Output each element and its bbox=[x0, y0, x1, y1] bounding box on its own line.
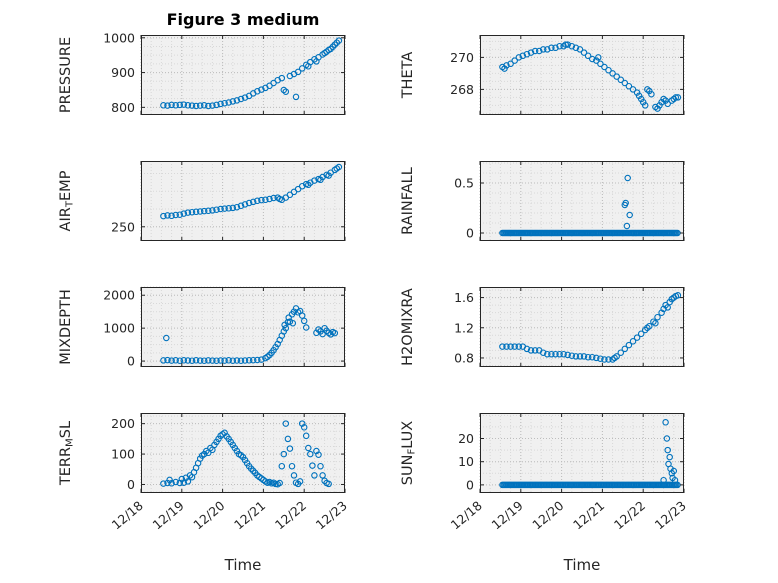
chart-mixdepth: 0 1000 2000 bbox=[103, 286, 346, 369]
ylabel-text: SUN bbox=[400, 454, 416, 486]
y-tick-label: 0 bbox=[466, 226, 474, 241]
y-tick-label: 800 bbox=[111, 100, 135, 115]
y-tick-label: 900 bbox=[111, 65, 135, 80]
ylabel-text: AIR bbox=[58, 207, 74, 232]
x-tick-label: 12/19 bbox=[488, 498, 525, 533]
tick-marks bbox=[140, 413, 346, 493]
chart-h2omixra: 0.8 1.2 1.6 bbox=[454, 287, 685, 367]
y-tick-label: 1.2 bbox=[454, 320, 474, 335]
y-tick-label: 0 bbox=[466, 477, 474, 492]
x-axis-label-time-left: Time bbox=[224, 556, 262, 574]
y-tick-label: 0.8 bbox=[454, 350, 474, 365]
y-tick-label: 0 bbox=[127, 354, 135, 369]
ylabel-text: RAINFALL bbox=[400, 167, 416, 235]
x-tick-label: 12/19 bbox=[149, 498, 186, 533]
ylabel-text: LUX bbox=[400, 420, 416, 449]
y-axis-label-terr-msl: TERRMSL bbox=[56, 373, 76, 533]
y-tick-label: 2000 bbox=[103, 288, 135, 303]
axes-box bbox=[141, 413, 345, 493]
ylabel-text: THETA bbox=[400, 51, 416, 99]
axes-box bbox=[141, 161, 345, 241]
ylabel-text: PRESSURE bbox=[58, 36, 74, 114]
data-points bbox=[160, 163, 343, 220]
axes-box bbox=[141, 35, 345, 115]
y-tick-label: 250 bbox=[111, 219, 135, 234]
y-tick-label: 0.5 bbox=[454, 176, 474, 191]
y-tick-label: 200 bbox=[111, 416, 135, 431]
y-tick-label: 270 bbox=[450, 50, 474, 65]
grid-lines bbox=[140, 35, 346, 115]
ylabel-text: H2OMIXRA bbox=[400, 288, 416, 366]
ylabel-subscript: M bbox=[64, 438, 76, 447]
axes-box bbox=[480, 413, 684, 493]
x-tick-label: 12/22 bbox=[611, 498, 648, 533]
figure-title: Figure 3 medium bbox=[166, 10, 320, 29]
x-axis-label-time-right: Time bbox=[563, 556, 601, 574]
subplot-theta: 268 270 bbox=[450, 35, 685, 115]
axes-box bbox=[141, 287, 345, 367]
data-points bbox=[499, 419, 681, 489]
ylabel-subscript: F bbox=[406, 448, 418, 455]
y-tick-label: 1000 bbox=[103, 30, 135, 45]
data-points bbox=[499, 174, 681, 237]
x-tick-label: 12/22 bbox=[272, 498, 309, 533]
x-tick-label: 12/23 bbox=[652, 498, 689, 533]
tick-marks bbox=[479, 413, 685, 493]
data-points bbox=[160, 305, 339, 364]
y-tick-label: 100 bbox=[111, 447, 135, 462]
y-tick-label: 10 bbox=[458, 454, 474, 469]
ylabel-text: TERR bbox=[58, 446, 74, 486]
y-tick-label: 20 bbox=[458, 431, 474, 446]
tick-marks bbox=[479, 35, 685, 115]
chart-pressure: 800 900 1000 bbox=[103, 30, 346, 115]
subplot-air-temp: 250 bbox=[111, 161, 346, 241]
chart-rainfall: 00.5 bbox=[454, 161, 685, 241]
axes-box bbox=[480, 287, 684, 367]
x-tick-label: 12/20 bbox=[190, 498, 227, 533]
subplot-pressure: 800 900 1000 bbox=[103, 30, 346, 115]
subplot-rainfall: 0 0.5 bbox=[454, 161, 685, 241]
y-tick-label: 1000 bbox=[103, 321, 135, 336]
chart-air-temp: 250 bbox=[111, 161, 346, 241]
tick-marks bbox=[479, 287, 685, 367]
data-points bbox=[160, 420, 332, 488]
data-points bbox=[499, 41, 682, 112]
subplot-terr-msl: 0 100 200 12/18 12/19 12/20 12/21 12/22 12/23 bbox=[109, 413, 350, 532]
chart-sun-flux: 0 10 20 12/18 12/19 12/20 12/21 12/22 12/23 bbox=[448, 413, 689, 532]
data-points bbox=[499, 292, 682, 363]
subplot-sun-flux: 0 10 20 12/18 12/19 12/20 12/21 12/22 12/23 bbox=[448, 413, 689, 532]
x-tick-label: 12/23 bbox=[313, 498, 350, 533]
x-tick-label: 12/20 bbox=[529, 498, 566, 533]
x-tick-label: 12/21 bbox=[231, 498, 268, 533]
y-axis-label-sun-flux: SUNFLUX bbox=[398, 373, 418, 533]
ylabel-text: MIXDEPTH bbox=[58, 289, 74, 365]
subplot-h2omixra: 0.8 1.2 1.6 bbox=[454, 287, 685, 367]
axes-box bbox=[480, 161, 684, 241]
tick-marks bbox=[479, 161, 685, 241]
data-points bbox=[160, 37, 343, 110]
y-tick-label: 268 bbox=[450, 82, 474, 97]
x-tick-label: 12/18 bbox=[448, 498, 485, 533]
x-tick-label: 12/18 bbox=[109, 498, 146, 533]
chart-terr-msl: 0 100 200 12/18 12/19 12/20 12/21 12/22 12/23 bbox=[109, 413, 350, 532]
tick-marks bbox=[140, 161, 346, 241]
y-tick-label: 1.6 bbox=[454, 290, 474, 305]
ylabel-text: SL bbox=[58, 420, 74, 439]
x-tick-label: 12/21 bbox=[570, 498, 607, 533]
ylabel-subscript: T bbox=[64, 200, 76, 208]
subplot-mixdepth: 0 1000 2000 bbox=[103, 286, 346, 369]
tick-marks bbox=[140, 35, 346, 115]
grid-lines bbox=[479, 35, 685, 115]
axes-box bbox=[480, 35, 684, 115]
tick-marks bbox=[140, 287, 346, 367]
y-tick-label: 0 bbox=[127, 477, 135, 492]
chart-theta: 268 270 bbox=[450, 35, 685, 115]
ylabel-text: EMP bbox=[58, 170, 74, 201]
